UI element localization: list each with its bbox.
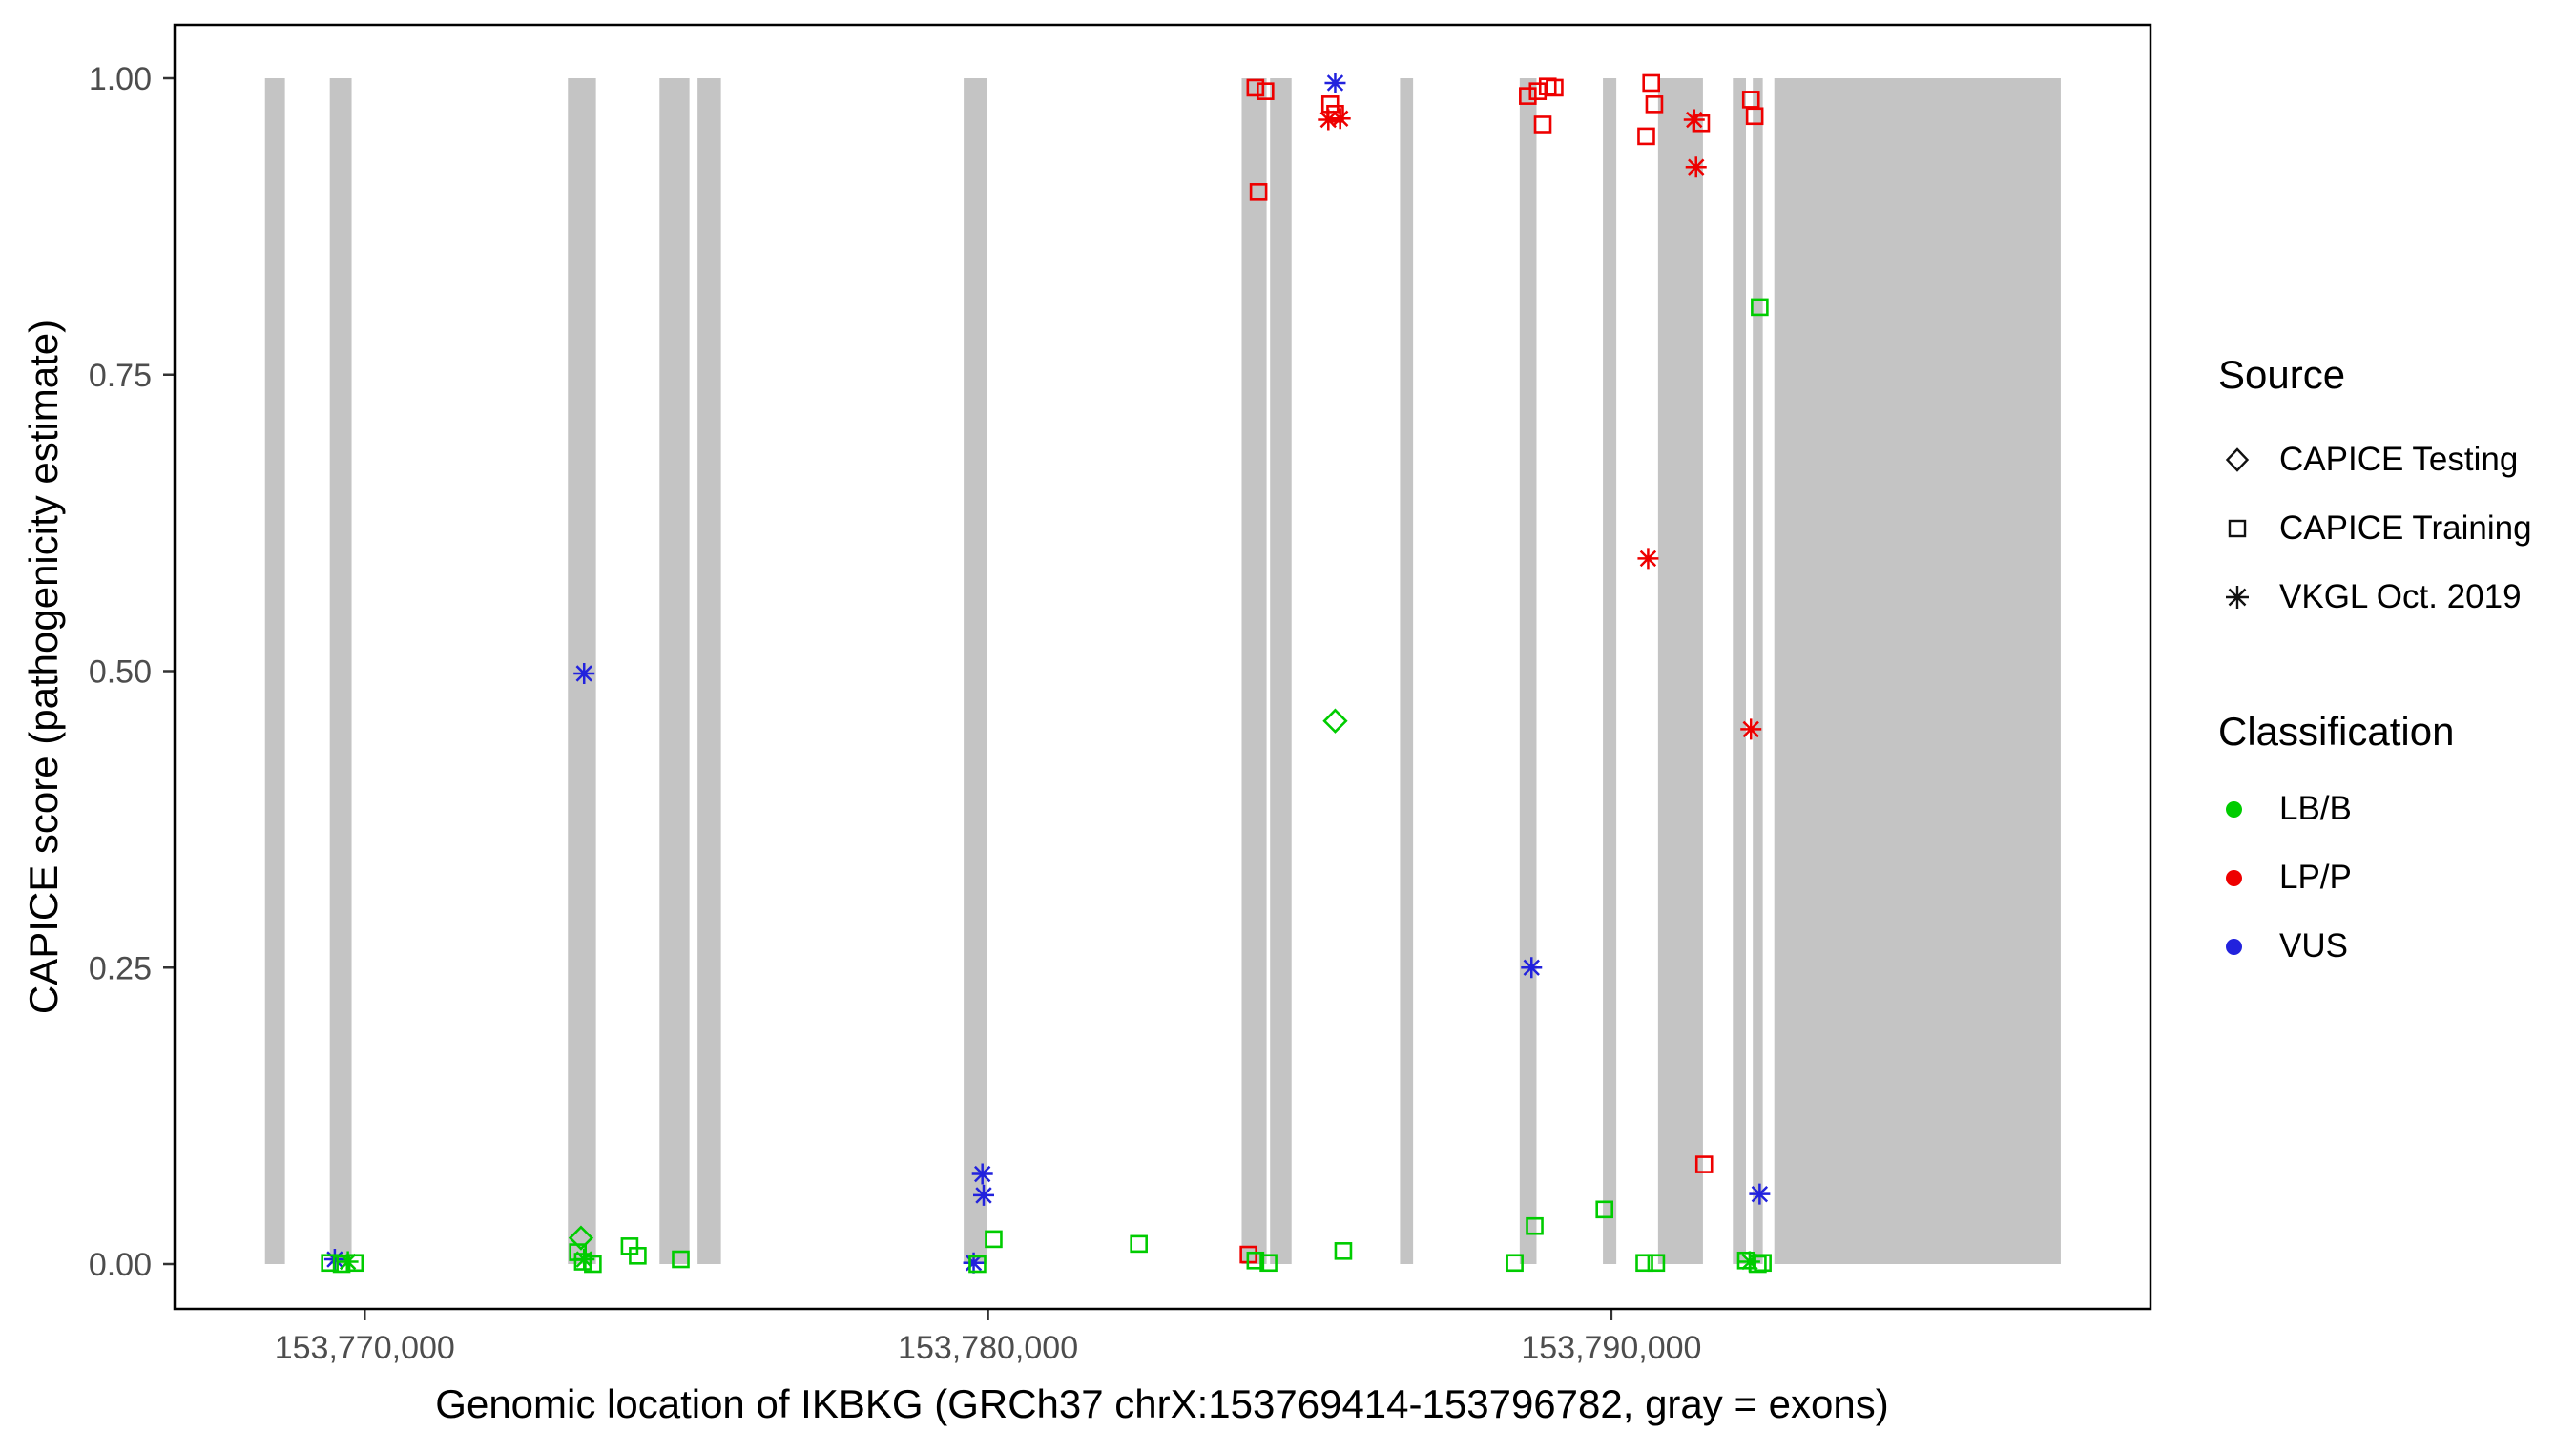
data-point-asterisk (971, 1163, 993, 1185)
data-point-square (1546, 78, 1564, 97)
y-tick-label: 0.25 (89, 950, 152, 986)
data-point-square (1249, 183, 1268, 201)
data-point-square (1533, 115, 1552, 134)
data-point-square (1506, 1254, 1524, 1273)
data-point-asterisk (1685, 156, 1707, 178)
data-point-square (1754, 1254, 1772, 1273)
legend-label-capice-training: CAPICE Training (2279, 509, 2532, 547)
data-point-asterisk (1329, 108, 1351, 130)
data-point-square (1692, 114, 1711, 133)
legend-section-gap (2218, 632, 2573, 708)
data-point-square (1645, 95, 1664, 114)
legend-label-vkgl: VKGL Oct. 2019 (2279, 578, 2522, 615)
data-point-square (1320, 95, 1340, 114)
legend-item-vkgl: VKGL Oct. 2019 (2218, 563, 2573, 632)
exon-band (1657, 78, 1703, 1264)
legend-item-lbb: LB/B (2218, 775, 2573, 843)
data-point-square (1130, 1234, 1148, 1254)
legend-classification-title: Classification (2218, 709, 2455, 754)
data-point-square (672, 1250, 690, 1269)
exon-band (1774, 78, 2061, 1264)
data-point-asterisk (1318, 109, 1340, 131)
exon-band (697, 78, 721, 1264)
exon-band (329, 78, 352, 1264)
data-point-square (1647, 1254, 1666, 1273)
data-point-square (1635, 1254, 1653, 1273)
data-point-square (332, 1255, 351, 1274)
data-point-square (985, 1230, 1003, 1249)
square-marker-icon (2218, 509, 2279, 548)
lbb-dot-icon (2218, 800, 2279, 818)
data-point-asterisk (1637, 548, 1659, 570)
x-tick-label: 153,780,000 (898, 1330, 1078, 1366)
data-point-square (1246, 1251, 1265, 1270)
exon-band (964, 78, 987, 1264)
legend-source-title: Source (2218, 352, 2346, 397)
diamond-marker-icon (2218, 441, 2279, 479)
data-point-square (1694, 1155, 1714, 1173)
exon-band (1753, 78, 1763, 1264)
data-point-square (1528, 82, 1548, 100)
legend-label-lpp: LP/P (2279, 859, 2352, 896)
data-point-square (1595, 1200, 1613, 1219)
exon-band (1519, 78, 1537, 1264)
data-point-square (1256, 82, 1275, 100)
data-point-square (629, 1246, 647, 1265)
data-point-asterisk (963, 1252, 985, 1274)
data-point-asterisk (573, 1249, 595, 1271)
data-point-asterisk (1324, 72, 1346, 93)
data-point-square (1519, 87, 1537, 105)
panel-border (173, 23, 2152, 1311)
data-point-square (1741, 91, 1760, 109)
data-point-square (1334, 1242, 1353, 1260)
data-point-square (345, 1254, 364, 1273)
data-point-square (1259, 1254, 1278, 1273)
data-point-square (321, 1254, 339, 1273)
exon-band (1400, 78, 1414, 1264)
exon-band (1603, 78, 1617, 1264)
data-point-asterisk (1521, 957, 1543, 979)
lpp-dot-icon (2218, 869, 2279, 886)
y-axis-label: CAPICE score (pathogenicity estimate) (21, 319, 66, 1015)
legend-item-vus: VUS (2218, 912, 2573, 981)
legend: Source CAPICE Testing CAPICE Training VK… (2218, 351, 2573, 981)
data-point-square (1246, 78, 1265, 97)
exon-band (264, 78, 285, 1264)
data-point-asterisk (1749, 1183, 1771, 1205)
data-point-square (573, 1253, 592, 1271)
legend-item-capice-testing: CAPICE Testing (2218, 425, 2573, 494)
exon-band (1241, 78, 1267, 1264)
y-tick-label: 0.00 (89, 1247, 152, 1283)
data-point-square (1745, 107, 1764, 126)
exon-band (1270, 78, 1292, 1264)
y-tick-label: 1.00 (89, 61, 152, 97)
data-point-square (1642, 73, 1660, 93)
y-tick-label: 0.50 (89, 654, 152, 691)
y-tick-label: 0.75 (89, 358, 152, 394)
x-tick-label: 153,770,000 (275, 1330, 455, 1366)
legend-item-capice-training: CAPICE Training (2218, 494, 2573, 563)
data-point-square (1736, 1251, 1755, 1270)
data-point-square (1751, 298, 1769, 317)
data-point-diamond (1322, 708, 1348, 734)
data-point-asterisk (973, 1184, 994, 1206)
data-point-asterisk (1740, 718, 1762, 740)
vus-dot-icon (2218, 938, 2279, 955)
data-point-square (1637, 127, 1655, 146)
x-axis-label: Genomic location of IKBKG (GRCh37 chrX:1… (435, 1381, 1889, 1426)
data-point-square (968, 1255, 987, 1274)
exon-band (659, 78, 690, 1264)
legend-label-lbb: LB/B (2279, 790, 2352, 827)
legend-label-capice-testing: CAPICE Testing (2279, 441, 2519, 478)
x-tick-label: 153,790,000 (1521, 1330, 1701, 1366)
legend-label-vus: VUS (2279, 927, 2348, 964)
data-point-asterisk (573, 662, 595, 684)
asterisk-marker-icon (2218, 578, 2279, 616)
data-point-square (1526, 1216, 1544, 1235)
legend-item-lpp: LP/P (2218, 843, 2573, 912)
exon-band (1733, 78, 1747, 1264)
